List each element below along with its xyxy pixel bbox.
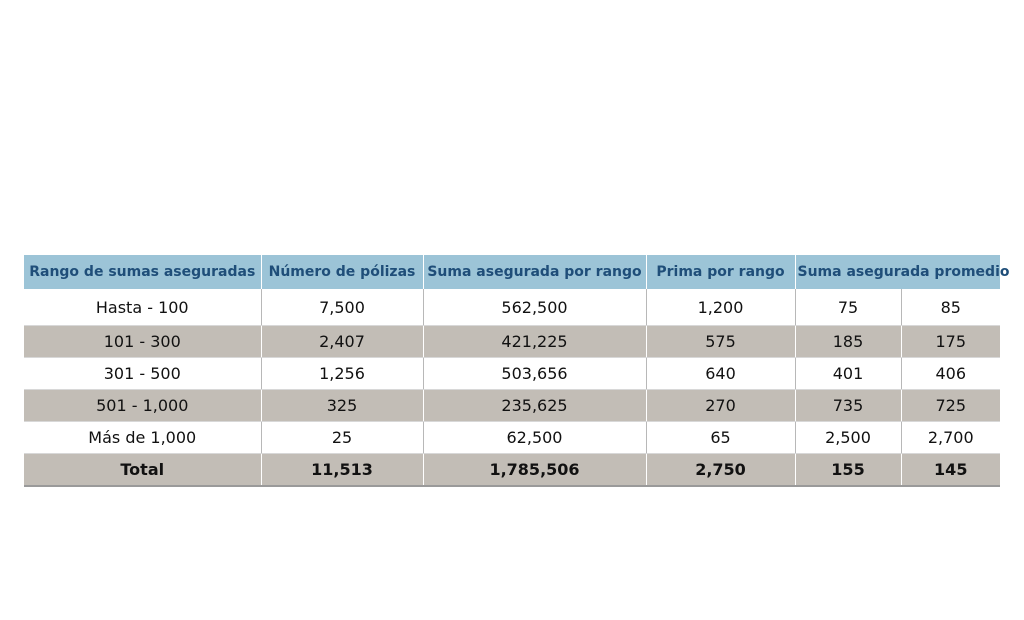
cell-suma: 562,500 (423, 289, 647, 326)
cell-suma: 62,500 (423, 421, 647, 454)
cell-promedio-b: 406 (901, 357, 1001, 390)
table-row: 501 - 1,000 325 235,625 270 735 725 (24, 389, 1001, 422)
cell-suma: 503,656 (423, 357, 647, 390)
cell-promedio-a: 185 (795, 325, 902, 358)
table-row: Hasta - 100 7,500 562,500 1,200 75 85 (24, 289, 1001, 326)
cell-prima: 1,200 (646, 289, 796, 326)
cell-polizas: 25 (261, 421, 424, 454)
cell-prima: 270 (646, 389, 796, 422)
header-rango: Rango de sumas aseguradas (24, 255, 262, 289)
cell-prima: 65 (646, 421, 796, 454)
cell-suma: 421,225 (423, 325, 647, 358)
total-promedio-a: 155 (795, 453, 902, 487)
cell-promedio-b: 2,700 (901, 421, 1001, 454)
cell-rango: Hasta - 100 (24, 289, 262, 326)
cell-rango: Más de 1,000 (24, 421, 262, 454)
table-row: Más de 1,000 25 62,500 65 2,500 2,700 (24, 421, 1001, 454)
cell-promedio-a: 2,500 (795, 421, 902, 454)
cell-suma: 235,625 (423, 389, 647, 422)
cell-promedio-a: 735 (795, 389, 902, 422)
total-promedio-b: 145 (901, 453, 1001, 487)
table-row: 301 - 500 1,256 503,656 640 401 406 (24, 357, 1001, 390)
cell-rango: 301 - 500 (24, 357, 262, 390)
cell-polizas: 1,256 (261, 357, 424, 390)
table-header-row: Rango de sumas aseguradas Número de póli… (24, 255, 1009, 289)
insurance-range-table: Rango de sumas aseguradas Número de póli… (24, 255, 1009, 487)
header-numero-polizas: Número de pólizas (261, 255, 424, 289)
total-prima: 2,750 (646, 453, 796, 487)
total-polizas: 11,513 (261, 453, 424, 487)
cell-promedio-a: 75 (795, 289, 902, 326)
header-prima-por-rango: Prima por rango (646, 255, 796, 289)
cell-polizas: 2,407 (261, 325, 424, 358)
cell-rango: 101 - 300 (24, 325, 262, 358)
header-suma-por-rango: Suma asegurada por rango (423, 255, 647, 289)
cell-polizas: 325 (261, 389, 424, 422)
cell-rango: 501 - 1,000 (24, 389, 262, 422)
header-suma-promedio: Suma asegurada promedio (795, 255, 1009, 289)
total-label: Total (24, 453, 262, 487)
cell-polizas: 7,500 (261, 289, 424, 326)
cell-promedio-a: 401 (795, 357, 902, 390)
cell-promedio-b: 85 (901, 289, 1001, 326)
cell-prima: 575 (646, 325, 796, 358)
table-row: 101 - 300 2,407 421,225 575 185 175 (24, 325, 1001, 358)
cell-prima: 640 (646, 357, 796, 390)
cell-promedio-b: 175 (901, 325, 1001, 358)
total-suma: 1,785,506 (423, 453, 647, 487)
table-total-row: Total 11,513 1,785,506 2,750 155 145 (24, 453, 1001, 487)
cell-promedio-b: 725 (901, 389, 1001, 422)
insurance-range-table-container: Rango de sumas aseguradas Número de póli… (24, 255, 1009, 487)
